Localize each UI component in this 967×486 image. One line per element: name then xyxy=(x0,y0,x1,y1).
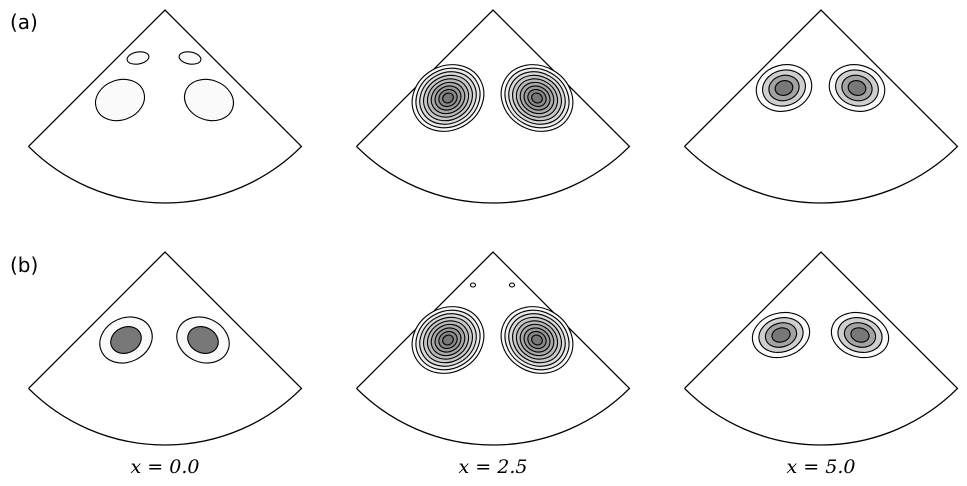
contour xyxy=(442,334,454,346)
contour xyxy=(850,327,870,343)
contour xyxy=(187,326,219,354)
contour xyxy=(183,78,235,122)
sector xyxy=(28,9,303,204)
column-label: x = 0.0 xyxy=(131,456,200,478)
column-label: x = 2.5 xyxy=(459,456,528,478)
contour xyxy=(771,327,791,343)
contour xyxy=(774,80,794,96)
contour xyxy=(847,80,867,96)
contour xyxy=(178,51,202,65)
sector xyxy=(684,251,959,446)
panel-label: (a) xyxy=(10,10,38,34)
sector xyxy=(356,9,631,204)
contour xyxy=(469,282,477,288)
sector xyxy=(684,9,959,204)
contour xyxy=(94,78,146,122)
sector xyxy=(28,251,303,446)
column-label: x = 5.0 xyxy=(787,456,856,478)
panel-label: (b) xyxy=(10,253,38,277)
contour xyxy=(508,282,516,288)
contour xyxy=(126,51,150,65)
contour xyxy=(442,92,454,104)
sector xyxy=(356,251,631,446)
contour xyxy=(110,326,142,354)
contour xyxy=(531,92,543,104)
plots xyxy=(28,9,959,446)
contour xyxy=(531,334,543,346)
